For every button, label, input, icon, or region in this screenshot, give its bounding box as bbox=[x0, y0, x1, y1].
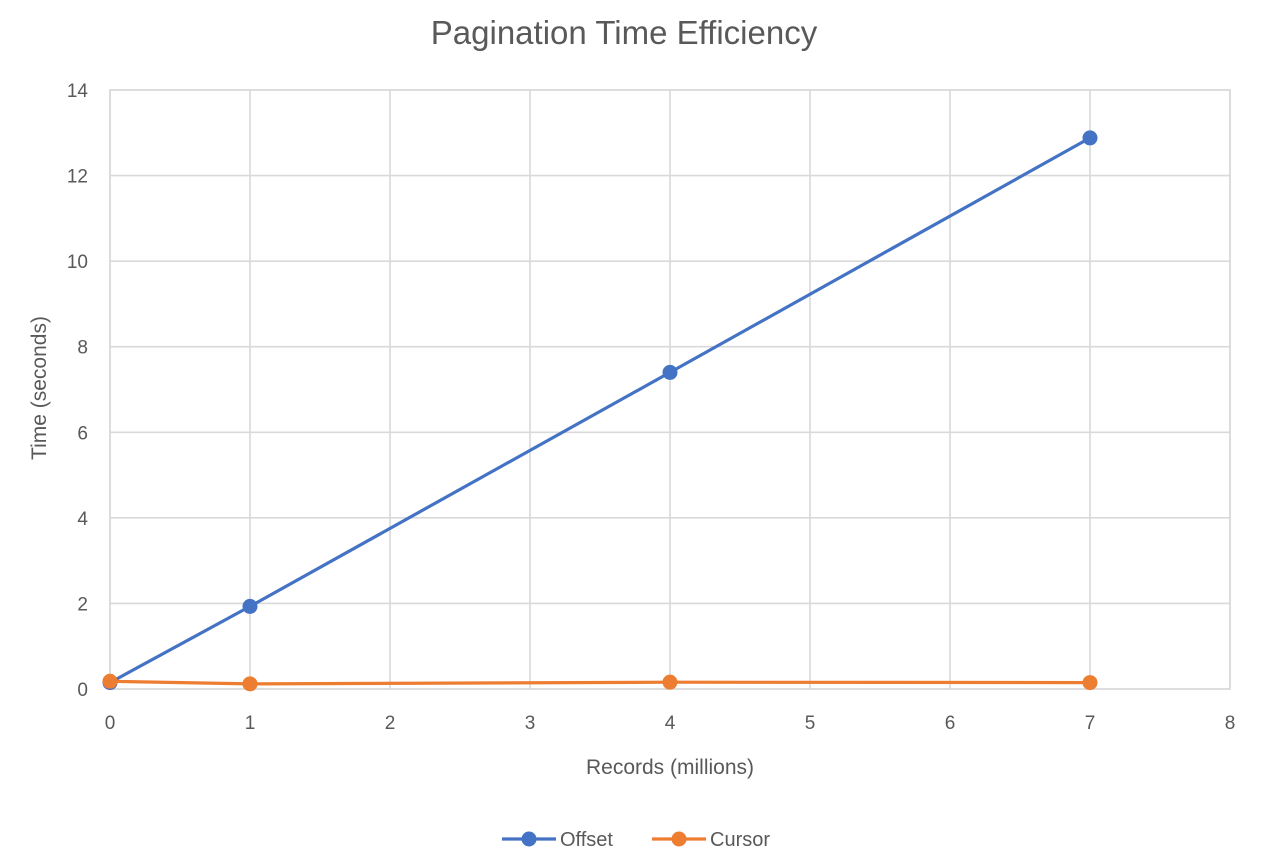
y-tick-label: 4 bbox=[77, 509, 88, 530]
x-tick-label: 5 bbox=[805, 713, 816, 734]
x-tick-label: 7 bbox=[1085, 713, 1096, 734]
data-point-cursor bbox=[1082, 675, 1098, 691]
series-layer bbox=[102, 130, 1098, 692]
data-point-offset bbox=[1082, 130, 1098, 146]
legend-label-offset: Offset bbox=[560, 829, 613, 851]
y-axis-title: Time (seconds) bbox=[28, 316, 51, 460]
x-tick-label: 6 bbox=[945, 713, 956, 734]
y-tick-labels: 0 2 4 6 8 10 12 14 bbox=[67, 81, 89, 701]
x-tick-label: 0 bbox=[105, 713, 116, 734]
legend-item-cursor: Cursor bbox=[652, 829, 770, 851]
x-tick-labels: 0 1 2 3 4 5 6 7 8 bbox=[105, 713, 1236, 734]
data-point-cursor bbox=[242, 676, 258, 692]
series-line-offset bbox=[108, 136, 1092, 685]
legend-label-cursor: Cursor bbox=[710, 829, 770, 851]
legend: Offset Cursor bbox=[502, 829, 770, 851]
chart-title: Pagination Time Efficiency bbox=[431, 14, 818, 51]
x-tick-label: 2 bbox=[385, 713, 396, 734]
y-tick-label: 12 bbox=[67, 167, 88, 188]
y-tick-label: 8 bbox=[77, 338, 88, 359]
x-tick-label: 4 bbox=[665, 713, 676, 734]
legend-item-offset: Offset bbox=[502, 829, 613, 851]
data-point-offset bbox=[242, 598, 258, 614]
legend-marker-cursor bbox=[671, 831, 687, 847]
y-tick-label: 6 bbox=[77, 423, 88, 444]
x-tick-label: 1 bbox=[245, 713, 256, 734]
data-point-cursor bbox=[662, 674, 678, 690]
series-line-cursor bbox=[108, 679, 1092, 686]
x-axis-title: Records (millions) bbox=[586, 756, 754, 779]
x-tick-label: 8 bbox=[1225, 713, 1236, 734]
y-tick-label: 0 bbox=[77, 680, 88, 701]
y-tick-label: 10 bbox=[67, 252, 88, 273]
y-tick-label: 2 bbox=[77, 594, 88, 615]
x-tick-label: 3 bbox=[525, 713, 536, 734]
grid-layer bbox=[109, 89, 1231, 690]
data-point-cursor bbox=[102, 673, 118, 689]
legend-marker-offset bbox=[521, 831, 537, 847]
data-point-offset bbox=[662, 364, 678, 380]
y-tick-label: 14 bbox=[67, 81, 89, 102]
